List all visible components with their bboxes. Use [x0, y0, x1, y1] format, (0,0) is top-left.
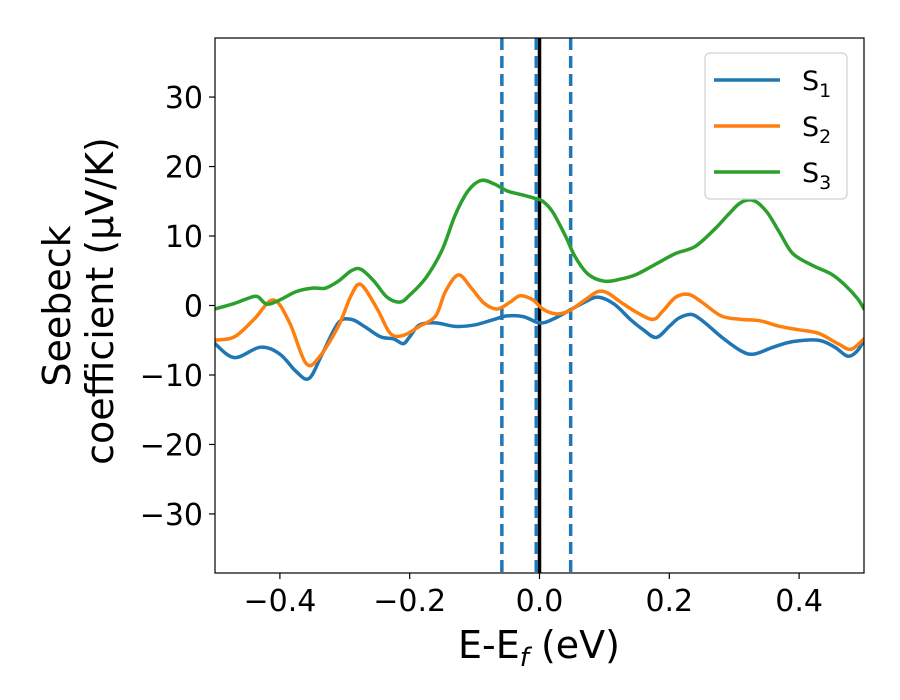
series-layer [215, 178, 864, 381]
x-axis: −0.4 −0.2 0.0 0.2 0.4 [243, 573, 823, 619]
x-axis-title-unit: (eV) [529, 623, 620, 667]
series-line-s2 [215, 273, 864, 368]
legend-label-main: S [802, 112, 819, 143]
x-axis-title: E-Ef (eV) [458, 623, 620, 673]
x-tick-label: 0.4 [775, 584, 823, 619]
y-tick-label: 30 [165, 81, 203, 116]
y-tick-label: 0 [184, 290, 203, 325]
legend-label-subscript: 3 [819, 172, 831, 194]
x-tick-label: −0.4 [243, 584, 316, 619]
y-tick-label: 20 [165, 151, 203, 186]
y-axis-title-line2: coefficient (μV/K) [78, 137, 122, 465]
legend-label-main: S [802, 158, 819, 189]
y-tick-label: −30 [140, 498, 203, 533]
y-tick-label: 10 [165, 220, 203, 255]
legend-label-main: S [802, 66, 819, 97]
x-tick-label: −0.2 [373, 584, 446, 619]
x-axis-title-main: E-E [458, 623, 520, 667]
legend-label-subscript: 1 [819, 80, 831, 102]
y-axis-title-line1: Seebeck [35, 225, 79, 386]
legend-label-s1: S1 [802, 66, 831, 102]
legend-label-s3: S3 [802, 158, 831, 194]
x-tick-label: 0.2 [645, 584, 693, 619]
x-tick-label: 0.0 [516, 584, 564, 619]
legend-label-subscript: 2 [819, 126, 831, 148]
y-tick-label: −20 [140, 428, 203, 463]
y-axis: −30 −20 −10 0 10 20 30 [140, 81, 215, 533]
legend-label-s2: S2 [802, 112, 831, 148]
series-line-s3 [215, 178, 864, 311]
y-tick-label: −10 [140, 359, 203, 394]
